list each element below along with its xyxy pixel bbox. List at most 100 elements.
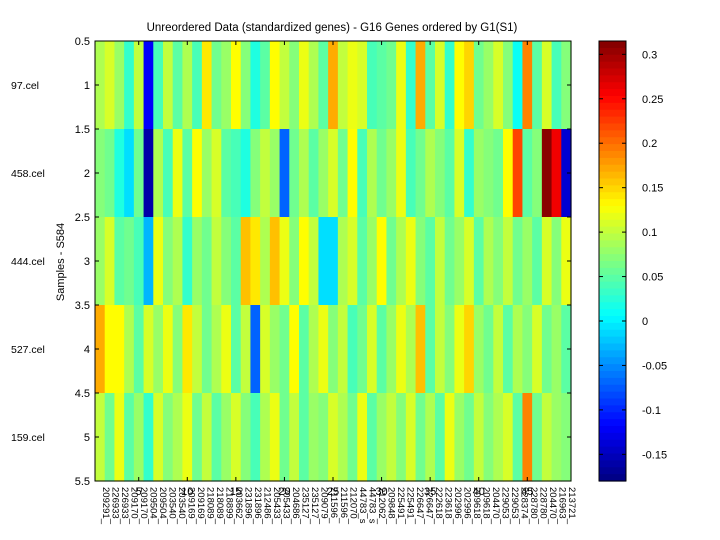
heat-cell (143, 41, 154, 130)
y-tick-label: 4.5 (75, 388, 90, 400)
column-label: 205433_ (271, 487, 282, 525)
column-label: 212486_ (262, 487, 273, 525)
heat-cell (454, 305, 465, 394)
heat-cell (95, 129, 106, 218)
colorbar-band (599, 89, 626, 97)
heat-cell (396, 217, 407, 306)
heat-cell (561, 393, 572, 482)
heat-cell (182, 305, 193, 394)
colorbar-band (599, 316, 626, 324)
heat-cell (512, 217, 524, 306)
heat-cell (231, 217, 242, 306)
heat-cell (357, 41, 368, 130)
column-label: 223618_ (443, 487, 454, 525)
column-label: 211596_ (338, 487, 349, 524)
x-tick-label: 30 (375, 486, 387, 498)
colorbar-band (599, 405, 626, 413)
colorbar-band (599, 371, 626, 379)
heat-cell (425, 217, 436, 306)
heat-cell (318, 305, 329, 394)
heat-cell (124, 305, 135, 394)
heat-cell (260, 305, 271, 394)
heat-cell (192, 217, 203, 306)
heat-cell (289, 217, 300, 306)
heat-cell (143, 129, 154, 218)
column-label: 212070_ (347, 487, 358, 525)
colorbar-band (599, 116, 626, 125)
heat-cell (337, 393, 349, 482)
colorbar-band (599, 199, 626, 207)
colorbar-band (599, 137, 626, 145)
heat-cell (532, 393, 543, 482)
colorbar: 0.3 0.25 0.2 0.15 0.1 0.05 0 -0.05 -0.1 -0.15 (598, 40, 667, 482)
heat-cell (95, 305, 106, 394)
heat-cell (260, 41, 271, 130)
heat-cell (425, 41, 436, 130)
colorbar-band (599, 281, 626, 290)
heat-cell (114, 129, 125, 218)
colorbar-band (599, 377, 626, 386)
heat-cell (269, 217, 281, 306)
heat-cell (308, 217, 320, 306)
heat-cell (153, 41, 164, 130)
colorbar-band (599, 212, 626, 221)
heat-cell (221, 129, 232, 218)
colorbar-band (599, 219, 626, 228)
heat-cell (201, 129, 213, 218)
colorbar-band (599, 350, 626, 358)
column-label: 211596_ (328, 487, 339, 524)
colorbar-band (599, 247, 626, 255)
column-label: 203540_ (166, 487, 177, 525)
heat-cell (201, 217, 213, 306)
column-label: 235127_ (300, 487, 311, 525)
heat-cell (551, 305, 562, 394)
heat-cell (454, 129, 465, 218)
column-label: 209169_ (195, 487, 206, 525)
heat-cell (454, 41, 465, 130)
column-label: 44783_s (366, 487, 377, 524)
heat-cell (435, 393, 446, 482)
heat-cell (133, 129, 145, 218)
colorbar-band (599, 82, 626, 90)
heat-cell (114, 217, 125, 306)
colorbar-band (599, 398, 626, 406)
colorbar-band (599, 384, 626, 393)
heat-cell (143, 305, 154, 394)
colorbar-band (599, 261, 626, 269)
colorbar-band (599, 254, 626, 262)
colorbar-band (599, 288, 626, 296)
heat-cell (133, 41, 145, 130)
heat-cell (512, 129, 524, 218)
heat-cell (405, 129, 417, 218)
heat-cell (444, 393, 456, 482)
heat-cell (182, 129, 193, 218)
colorbar-band (599, 164, 626, 173)
colorbar-tick-label: 0 (642, 316, 648, 328)
colorbar-band (599, 336, 626, 345)
heat-cell (444, 129, 456, 218)
column-label: 226933_ (109, 487, 120, 525)
colorbar-band (599, 41, 626, 49)
row-labels: 97.cel 458.cel 444.cel 527.cel 159.cel (11, 80, 45, 444)
row-label: 97.cel (11, 80, 39, 92)
heat-cell (503, 41, 514, 130)
colorbar-band (599, 192, 626, 200)
heat-cell (347, 393, 358, 482)
column-label: 44783_s (357, 487, 368, 524)
column-label: 216963_ (557, 487, 568, 525)
heat-cell (221, 305, 232, 394)
heat-cell (231, 41, 242, 130)
colorbar-band (599, 206, 626, 214)
heat-cell (512, 305, 524, 394)
heat-cell (357, 217, 368, 306)
heat-cell (201, 393, 213, 482)
column-label: 225491_ (395, 487, 406, 525)
heat-cell (396, 393, 407, 482)
heat-cell (493, 393, 504, 482)
heat-cell (299, 129, 310, 218)
heat-cell (104, 41, 116, 130)
heat-cell (289, 305, 300, 394)
heat-cell (182, 41, 193, 130)
heat-cell (473, 305, 485, 394)
colorbar-band (599, 178, 626, 186)
